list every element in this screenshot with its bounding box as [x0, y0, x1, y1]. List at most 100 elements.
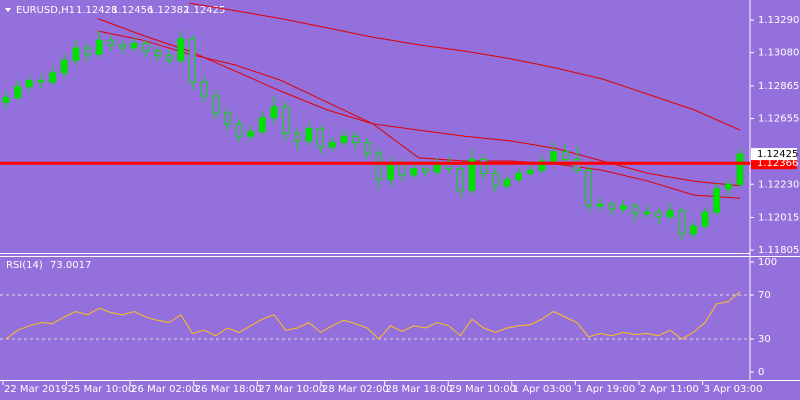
candle-body	[585, 169, 592, 207]
header-value: 1.12428	[76, 5, 117, 16]
candle-body	[375, 152, 383, 181]
y-tick-label: 1.13080	[758, 48, 799, 59]
candle-body	[340, 135, 348, 143]
candle-body	[398, 163, 406, 176]
x-tick-label: 22 Mar 2019	[4, 384, 67, 395]
candle-body	[223, 112, 231, 125]
candle-body	[655, 211, 662, 218]
y-tick-label: 1.13290	[758, 15, 799, 26]
candle-body	[503, 179, 511, 187]
candle-body	[37, 80, 45, 83]
candle-body	[538, 160, 546, 171]
candle-body	[14, 86, 22, 99]
candle-body	[293, 132, 301, 142]
candle-body	[526, 169, 534, 174]
candle-body	[177, 38, 185, 61]
candle-body	[422, 168, 429, 173]
candle-body	[247, 131, 255, 137]
x-tick-label: 28 Mar 02:00	[322, 384, 389, 395]
header-value: 1.12382	[148, 5, 189, 16]
candle-body	[620, 205, 627, 210]
y-tick-label: 0	[758, 367, 764, 378]
x-tick-label: 2 Apr 11:00	[640, 384, 699, 395]
candle-body	[317, 128, 324, 148]
y-tick-label: 30	[758, 334, 771, 345]
candle-body	[363, 141, 371, 154]
candle-body	[212, 95, 220, 114]
candle-body	[165, 55, 173, 61]
candle-body	[200, 81, 208, 97]
candle-body	[736, 153, 744, 185]
candle-body	[95, 39, 103, 55]
candle-body	[119, 44, 126, 49]
candle-body	[352, 135, 359, 143]
candle-body	[49, 72, 57, 83]
moving-average	[189, 2, 741, 131]
candle-body	[480, 158, 488, 174]
candle-body	[608, 203, 616, 210]
price-tag-label: 1.12366	[757, 158, 798, 169]
candle-body	[258, 117, 266, 133]
y-tick-label: 1.12655	[758, 113, 799, 124]
candle-body	[550, 151, 558, 162]
candle-body	[631, 205, 639, 215]
candle-body	[25, 80, 33, 88]
x-tick-label: 3 Apr 03:00	[704, 384, 763, 395]
candle-body	[713, 188, 721, 213]
candle-body	[142, 42, 150, 52]
y-tick-label: 1.12230	[758, 179, 799, 190]
bid-tag-label: 1.12425	[757, 149, 798, 160]
price-tag	[751, 157, 797, 170]
candle-body	[701, 211, 709, 227]
candle-body	[724, 183, 732, 190]
x-tick-label: 26 Mar 02:00	[131, 384, 198, 395]
candle-body	[666, 210, 674, 218]
candle-body	[491, 172, 499, 187]
x-tick-label: 1 Apr 19:00	[576, 384, 635, 395]
candle-body	[2, 97, 10, 103]
x-tick-label: 27 Mar 10:00	[258, 384, 325, 395]
candle-body	[305, 128, 313, 142]
rsi-line	[5, 291, 741, 340]
candle-body	[433, 163, 441, 173]
x-tick-label: 25 Mar 10:00	[68, 384, 135, 395]
candle-body	[445, 163, 453, 170]
candle-body	[282, 106, 290, 134]
candle-body	[270, 106, 278, 119]
x-tick-label: 26 Mar 18:00	[195, 384, 262, 395]
x-tick-label: 1 Apr 03:00	[513, 384, 572, 395]
candle-body	[189, 38, 196, 83]
rsi-name: RSI(14)	[6, 260, 43, 271]
candle-body	[573, 158, 581, 171]
header-value: 1.12456	[112, 5, 153, 16]
y-tick-label: 100	[758, 257, 777, 268]
header-value: 1.12425	[184, 5, 225, 16]
candle-body	[410, 168, 418, 176]
candle-body	[596, 203, 604, 207]
candle-body	[154, 50, 161, 57]
candle-body	[60, 59, 68, 74]
moving-average	[97, 30, 741, 199]
candle-body	[328, 141, 336, 148]
candle-body	[689, 225, 697, 235]
rsi-last: 73.0017	[50, 260, 91, 271]
y-tick-label: 1.11805	[758, 245, 799, 256]
y-tick-label: 70	[758, 290, 771, 301]
candle-body	[561, 151, 569, 160]
candle-body	[468, 158, 476, 191]
symbol: EURUSD,H1	[16, 5, 75, 16]
candle-body	[130, 42, 138, 49]
candle-body	[456, 168, 464, 191]
bid-tag	[751, 148, 797, 161]
candle-body	[678, 210, 686, 235]
candle-body	[72, 47, 80, 61]
x-tick-label: 29 Mar 10:00	[449, 384, 516, 395]
x-tick-label: 28 Mar 18:00	[386, 384, 453, 395]
candle-body	[387, 163, 394, 181]
candle-body	[515, 172, 523, 181]
candle-body	[643, 211, 651, 215]
menu-icon[interactable]	[5, 8, 11, 12]
y-tick-label: 1.12015	[758, 213, 799, 224]
